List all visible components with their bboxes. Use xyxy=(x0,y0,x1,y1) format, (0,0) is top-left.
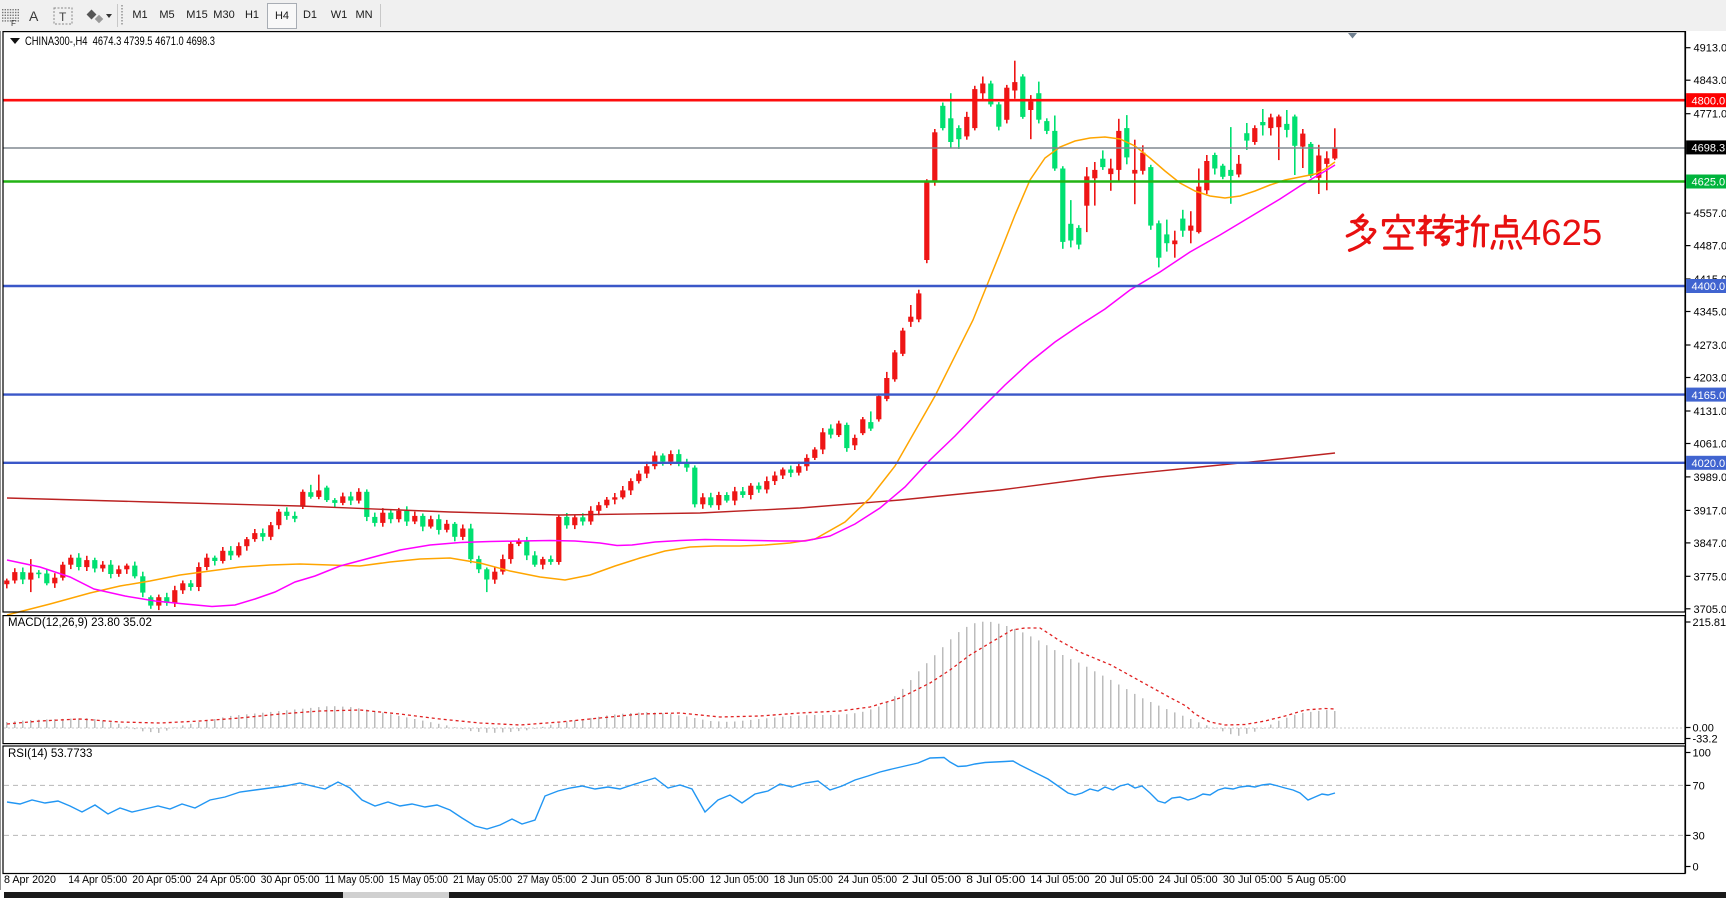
svg-text:3917.0: 3917.0 xyxy=(1694,505,1726,517)
svg-text:0.00: 0.00 xyxy=(1693,723,1714,735)
svg-text:T: T xyxy=(59,10,67,24)
svg-text:RSI(14) 53.7733: RSI(14) 53.7733 xyxy=(8,748,92,760)
svg-text:2 Jun 05:00: 2 Jun 05:00 xyxy=(581,874,640,886)
svg-text:4020.0: 4020.0 xyxy=(1692,458,1726,470)
svg-text:100: 100 xyxy=(1693,748,1711,760)
svg-text:11 May 05:00: 11 May 05:00 xyxy=(325,874,384,886)
svg-text:24 Jul 05:00: 24 Jul 05:00 xyxy=(1159,874,1218,886)
svg-text:4625: 4625 xyxy=(1521,212,1602,253)
svg-text:24 Jun 05:00: 24 Jun 05:00 xyxy=(838,874,897,886)
svg-text:2 Jul 05:00: 2 Jul 05:00 xyxy=(902,874,961,886)
svg-text:15 May 05:00: 15 May 05:00 xyxy=(389,874,448,886)
svg-text:20 Jul 05:00: 20 Jul 05:00 xyxy=(1095,874,1154,886)
svg-text:3989.0: 3989.0 xyxy=(1694,472,1726,484)
svg-text:4698.3: 4698.3 xyxy=(1692,143,1726,155)
svg-text:4345.0: 4345.0 xyxy=(1694,307,1726,319)
svg-text:4203.0: 4203.0 xyxy=(1694,373,1726,385)
svg-text:24 Apr 05:00: 24 Apr 05:00 xyxy=(197,874,256,886)
svg-text:8 Jul 05:00: 8 Jul 05:00 xyxy=(966,874,1025,886)
svg-text:MACD(12,26,9) 23.80 35.02: MACD(12,26,9) 23.80 35.02 xyxy=(8,617,152,629)
svg-text:8 Apr 2020: 8 Apr 2020 xyxy=(4,874,56,886)
svg-text:4843.0: 4843.0 xyxy=(1694,75,1726,87)
svg-text:27 May 05:00: 27 May 05:00 xyxy=(517,874,576,886)
svg-text:4800.0: 4800.0 xyxy=(1692,95,1726,107)
svg-text:4400.0: 4400.0 xyxy=(1692,281,1726,293)
svg-text:8 Jun 05:00: 8 Jun 05:00 xyxy=(646,874,705,886)
svg-text:14 Jul 05:00: 14 Jul 05:00 xyxy=(1030,874,1089,886)
svg-text:30 Apr 05:00: 30 Apr 05:00 xyxy=(261,874,320,886)
svg-text:0: 0 xyxy=(1693,862,1699,874)
svg-text:4487.0: 4487.0 xyxy=(1694,241,1726,253)
svg-text:30: 30 xyxy=(1693,830,1705,842)
svg-text:3775.0: 3775.0 xyxy=(1694,571,1726,583)
svg-text:215.81: 215.81 xyxy=(1693,617,1726,629)
svg-text:14 Apr 05:00: 14 Apr 05:00 xyxy=(68,874,127,886)
svg-text:20 Apr 05:00: 20 Apr 05:00 xyxy=(132,874,191,886)
svg-text:3847.0: 3847.0 xyxy=(1694,538,1726,550)
svg-text:4625.0: 4625.0 xyxy=(1692,177,1726,189)
svg-text:21 May 05:00: 21 May 05:00 xyxy=(453,874,512,886)
svg-text:12 Jun 05:00: 12 Jun 05:00 xyxy=(710,874,769,886)
svg-text:5 Aug 05:00: 5 Aug 05:00 xyxy=(1287,874,1346,886)
svg-text:30 Jul 05:00: 30 Jul 05:00 xyxy=(1223,874,1282,886)
svg-text:70: 70 xyxy=(1693,780,1705,792)
svg-text:18 Jun 05:00: 18 Jun 05:00 xyxy=(774,874,833,886)
svg-text:4165.0: 4165.0 xyxy=(1692,390,1726,402)
svg-text:4557.0: 4557.0 xyxy=(1694,208,1726,220)
svg-text:CHINA300-,H4 4674.3 4739.5 46: CHINA300-,H4 4674.3 4739.5 4671.0 4698.3 xyxy=(25,34,215,48)
svg-text:3705.0: 3705.0 xyxy=(1694,604,1726,616)
svg-text:4131.0: 4131.0 xyxy=(1694,406,1726,418)
svg-text:4273.0: 4273.0 xyxy=(1694,340,1726,352)
svg-text:4913.0: 4913.0 xyxy=(1694,43,1726,55)
svg-text:A: A xyxy=(29,8,39,24)
svg-text:-33.2: -33.2 xyxy=(1693,734,1718,746)
svg-text:4771.0: 4771.0 xyxy=(1694,109,1726,121)
svg-text:F: F xyxy=(11,19,16,28)
svg-text:4061.0: 4061.0 xyxy=(1694,439,1726,451)
